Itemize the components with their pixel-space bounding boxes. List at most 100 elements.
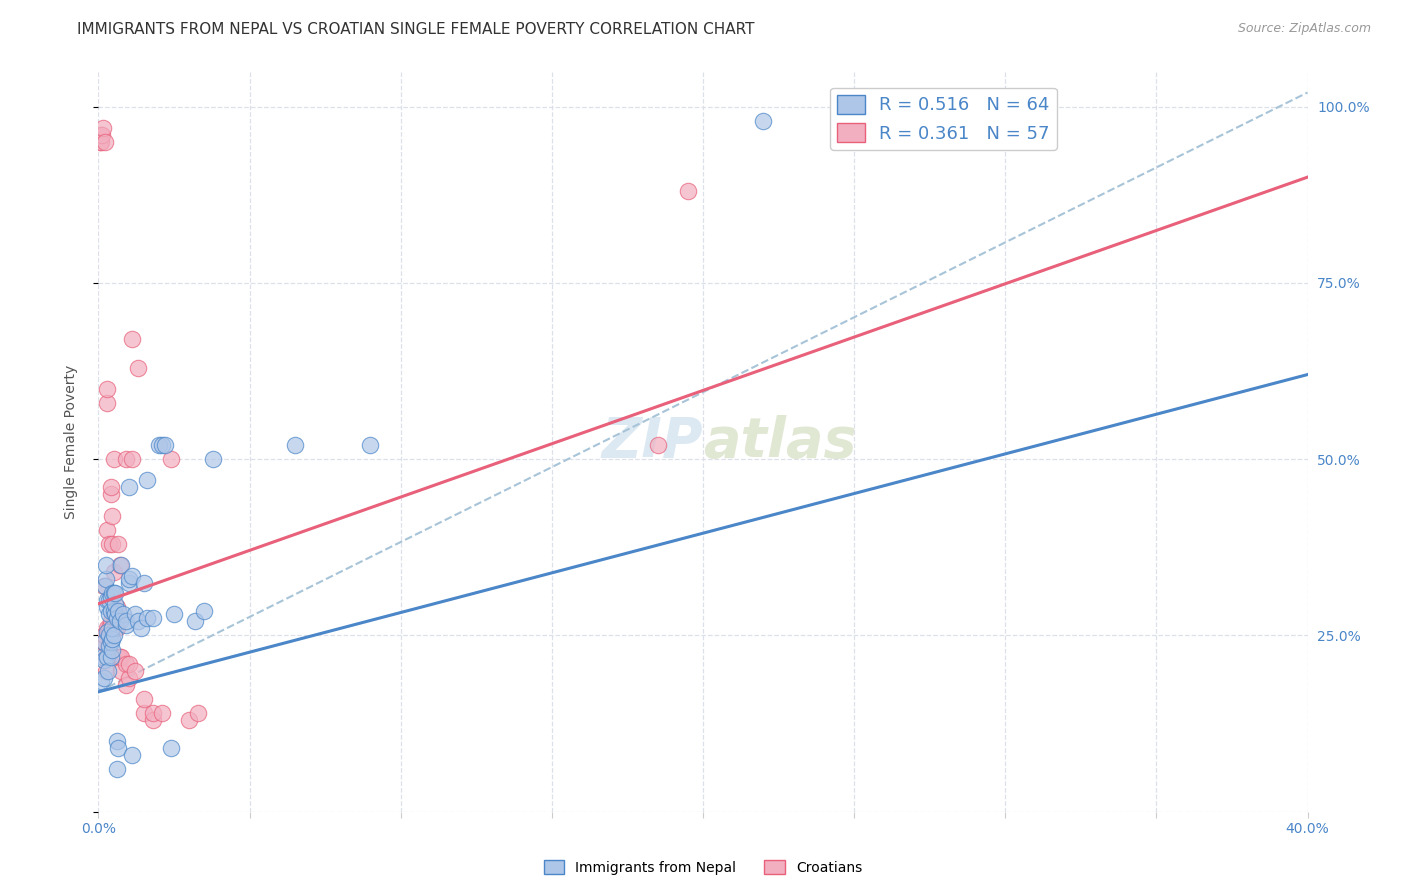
Point	[105, 763, 128, 777]
Point	[121, 332, 143, 346]
Point	[96, 624, 118, 639]
Point	[284, 438, 307, 452]
Point	[104, 621, 127, 635]
Point	[96, 523, 118, 537]
Point	[124, 664, 146, 678]
Y-axis label: Single Female Poverty: Single Female Poverty	[63, 365, 77, 518]
Point	[160, 741, 183, 756]
Point	[142, 706, 165, 720]
Point	[94, 649, 117, 664]
Point	[89, 135, 111, 149]
Point	[752, 113, 775, 128]
Point	[114, 657, 136, 671]
Point	[118, 657, 141, 671]
Point	[132, 706, 155, 720]
Point	[100, 615, 122, 629]
Point	[121, 748, 143, 763]
Point	[135, 473, 157, 487]
Point	[96, 600, 118, 615]
Point	[114, 618, 136, 632]
Point	[142, 611, 165, 625]
Point	[104, 597, 127, 611]
Point	[90, 674, 112, 689]
Point	[118, 575, 141, 590]
Point	[94, 135, 117, 149]
Point	[187, 706, 209, 720]
Point	[132, 692, 155, 706]
Point	[98, 639, 121, 653]
Point	[97, 664, 120, 678]
Point	[114, 678, 136, 692]
Point	[105, 600, 128, 615]
Point	[94, 558, 117, 572]
Point	[121, 452, 143, 467]
Point	[121, 568, 143, 582]
Point	[202, 452, 225, 467]
Text: ZIP: ZIP	[602, 415, 703, 468]
Point	[111, 607, 134, 622]
Point	[105, 611, 128, 625]
Point	[101, 508, 124, 523]
Point	[160, 452, 183, 467]
Point	[94, 579, 117, 593]
Point	[163, 607, 186, 622]
Point	[93, 579, 115, 593]
Point	[103, 452, 125, 467]
Point	[103, 586, 125, 600]
Point	[91, 635, 114, 649]
Point	[96, 396, 118, 410]
Point	[98, 628, 121, 642]
Point	[100, 604, 122, 618]
Text: atlas: atlas	[703, 415, 856, 468]
Point	[100, 635, 122, 649]
Point	[153, 438, 176, 452]
Point	[93, 628, 115, 642]
Text: IMMIGRANTS FROM NEPAL VS CROATIAN SINGLE FEMALE POVERTY CORRELATION CHART: IMMIGRANTS FROM NEPAL VS CROATIAN SINGLE…	[77, 22, 755, 37]
Point	[98, 621, 121, 635]
Point	[91, 120, 114, 135]
Point	[148, 438, 170, 452]
Point	[93, 635, 115, 649]
Point	[184, 615, 207, 629]
Point	[101, 621, 124, 635]
Text: Source: ZipAtlas.com: Source: ZipAtlas.com	[1237, 22, 1371, 36]
Point	[129, 621, 152, 635]
Point	[94, 572, 117, 586]
Point	[107, 649, 129, 664]
Point	[100, 487, 122, 501]
Point	[105, 621, 128, 635]
Point	[127, 615, 149, 629]
Point	[105, 734, 128, 748]
Point	[93, 635, 115, 649]
Point	[100, 621, 122, 635]
Point	[118, 671, 141, 685]
Point	[110, 558, 132, 572]
Point	[107, 537, 129, 551]
Point	[150, 438, 173, 452]
Point	[104, 586, 127, 600]
Point	[94, 664, 117, 678]
Point	[98, 593, 121, 607]
Point	[103, 607, 125, 622]
Point	[118, 480, 141, 494]
Point	[91, 128, 114, 142]
Point	[124, 607, 146, 622]
Point	[647, 438, 669, 452]
Point	[110, 649, 132, 664]
Point	[108, 615, 131, 629]
Point	[676, 184, 699, 198]
Point	[90, 135, 112, 149]
Point	[96, 593, 118, 607]
Point	[101, 642, 124, 657]
Point	[100, 480, 122, 494]
Point	[107, 604, 129, 618]
Point	[114, 615, 136, 629]
Point	[96, 382, 118, 396]
Point	[90, 128, 112, 142]
Legend: R = 0.516   N = 64, R = 0.361   N = 57: R = 0.516 N = 64, R = 0.361 N = 57	[831, 87, 1057, 150]
Point	[96, 649, 118, 664]
Point	[101, 537, 124, 551]
Point	[107, 741, 129, 756]
Point	[132, 575, 155, 590]
Point	[193, 604, 215, 618]
